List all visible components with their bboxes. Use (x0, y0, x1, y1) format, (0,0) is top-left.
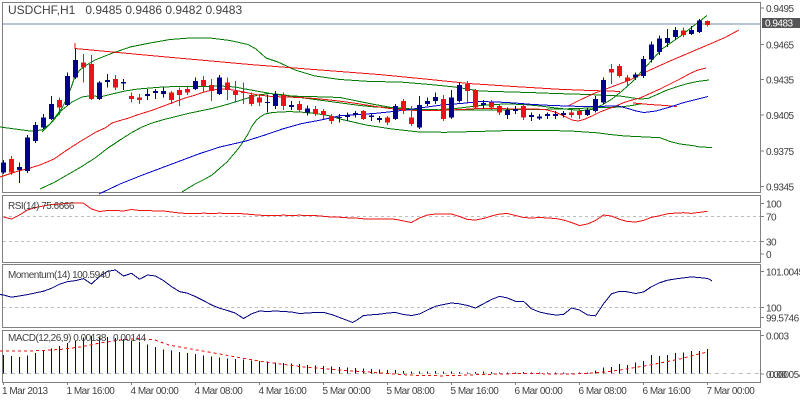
svg-text:0: 0 (766, 250, 772, 261)
svg-text:0.003: 0.003 (766, 332, 789, 343)
svg-text:0.9435: 0.9435 (766, 76, 795, 87)
svg-text:6 Mar 00:00: 6 Mar 00:00 (515, 386, 564, 397)
svg-text:Momentum(14) 100.5940: Momentum(14) 100.5940 (8, 270, 111, 281)
svg-text:0.00144: 0.00144 (113, 333, 147, 344)
svg-text:0.9465: 0.9465 (766, 41, 795, 52)
svg-text:0.9405: 0.9405 (766, 111, 795, 122)
svg-text:RSI(14) 75.6666: RSI(14) 75.6666 (8, 201, 75, 212)
svg-text:4 Mar 00:00: 4 Mar 00:00 (131, 386, 180, 397)
svg-text:1 Mar 16:00: 1 Mar 16:00 (67, 386, 116, 397)
svg-text:MACD(12,26,9) 0.00138: MACD(12,26,9) 0.00138 (8, 333, 107, 344)
svg-text:70: 70 (766, 213, 777, 224)
svg-text:0.9375: 0.9375 (766, 147, 795, 158)
svg-text:5 Mar 08:00: 5 Mar 08:00 (387, 386, 436, 397)
svg-text:6 Mar 08:00: 6 Mar 08:00 (579, 386, 628, 397)
svg-text:0.9345: 0.9345 (766, 183, 795, 194)
svg-text:100: 100 (766, 200, 782, 211)
svg-text:1 Mar 2013: 1 Mar 2013 (2, 386, 49, 397)
svg-text:100: 100 (766, 304, 782, 315)
svg-text:0.9495: 0.9495 (766, 4, 795, 15)
svg-text:USDCHF,H1 0.9485 0.9486 0.94: USDCHF,H1 0.9485 0.9486 0.9482 0.9483 (8, 3, 242, 17)
svg-text:0.000054: 0.000054 (766, 370, 800, 381)
svg-text:5 Mar 16:00: 5 Mar 16:00 (451, 386, 500, 397)
svg-text:6 Mar 16:00: 6 Mar 16:00 (643, 386, 692, 397)
svg-text:4 Mar 08:00: 4 Mar 08:00 (195, 386, 244, 397)
svg-text:4 Mar 16:00: 4 Mar 16:00 (259, 386, 308, 397)
svg-text:5 Mar 00:00: 5 Mar 00:00 (323, 386, 372, 397)
svg-text:101.0045: 101.0045 (766, 268, 800, 279)
svg-text:7 Mar 00:00: 7 Mar 00:00 (707, 386, 756, 397)
svg-text:0.00: 0.00 (769, 370, 787, 381)
svg-text:30: 30 (766, 238, 777, 249)
svg-text:99.5746: 99.5746 (766, 314, 800, 325)
svg-text:0.9483: 0.9483 (765, 19, 794, 30)
